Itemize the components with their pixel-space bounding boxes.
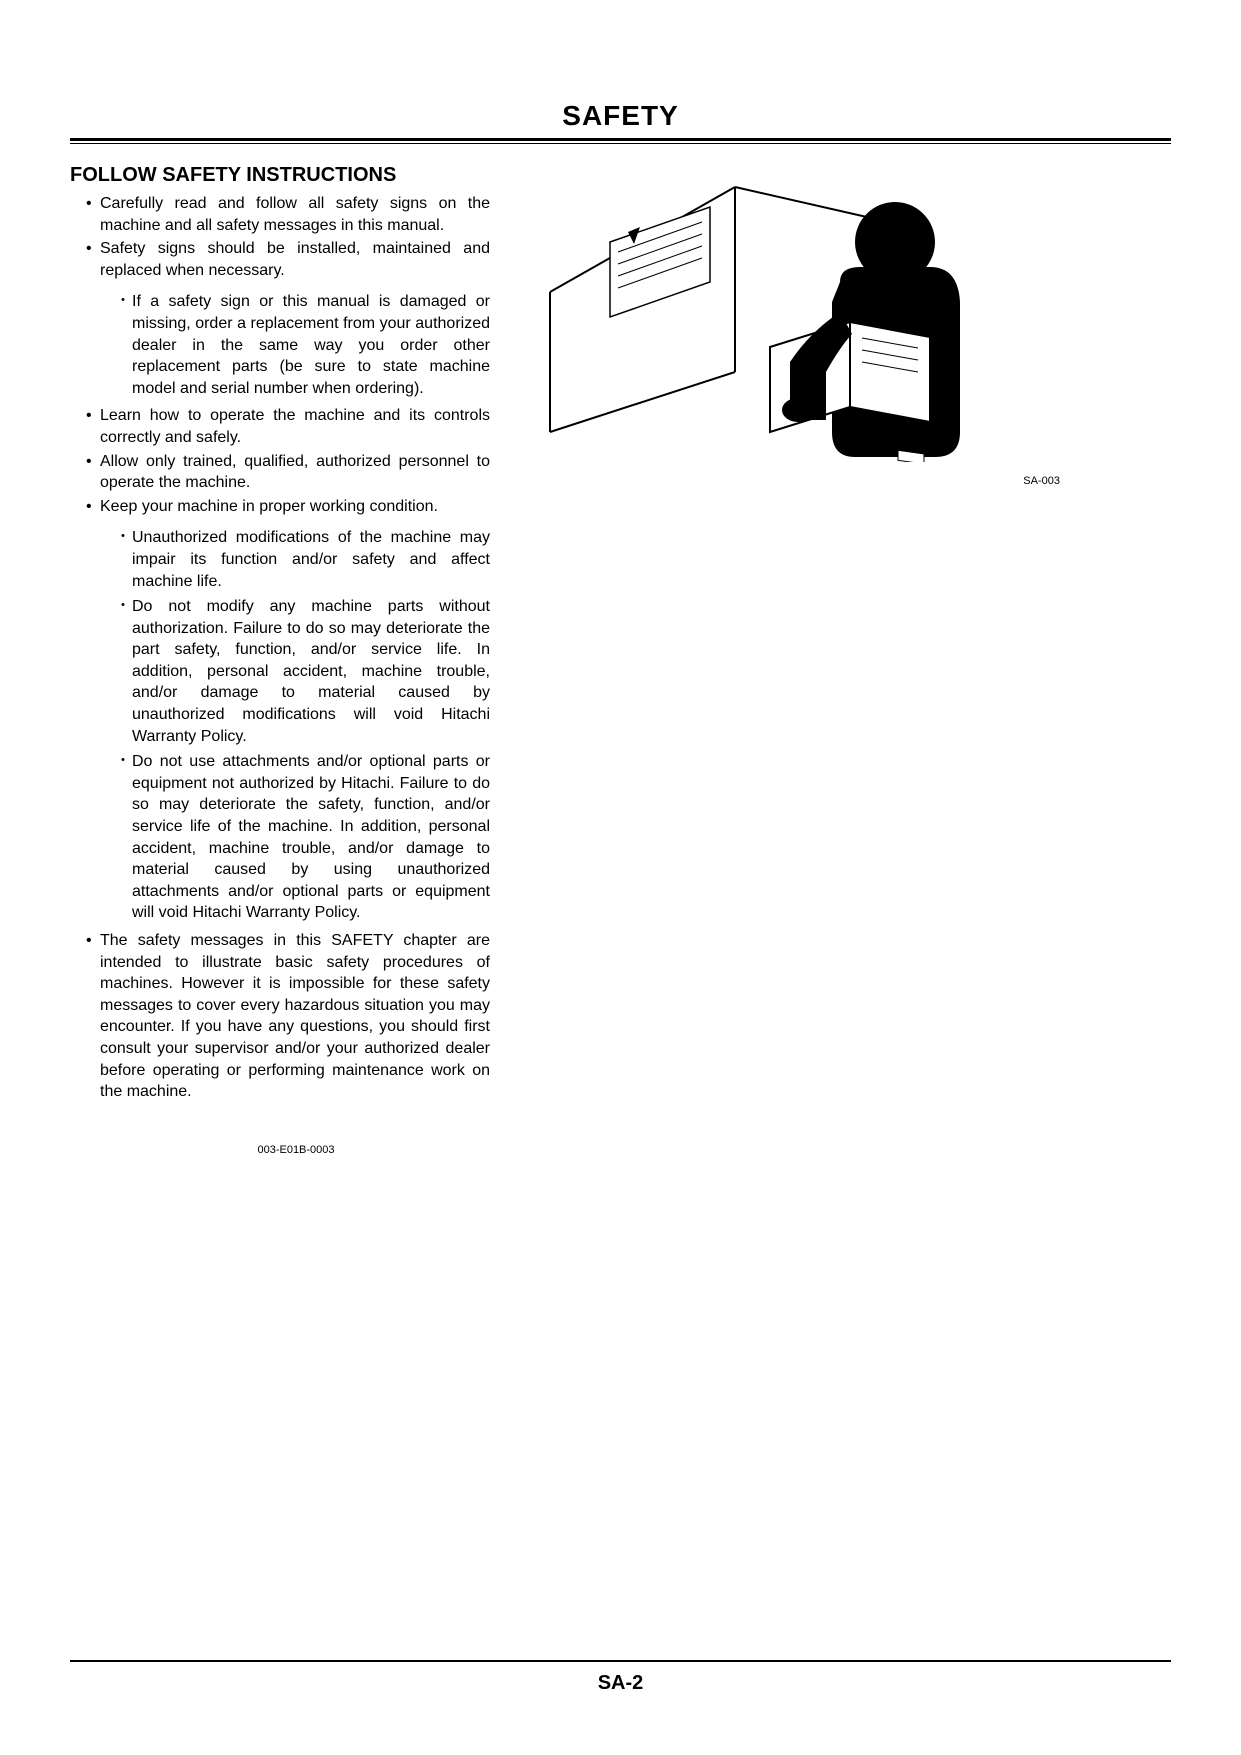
- header-rule-thin: [70, 143, 1171, 144]
- manual-reader-icon: [540, 172, 1020, 462]
- bullet-text: Keep your machine in proper working cond…: [100, 498, 438, 515]
- figure-column: SA-003: [510, 162, 1171, 1158]
- page-number: SA-2: [70, 1672, 1171, 1695]
- bullet-item: Learn how to operate the machine and its…: [86, 405, 490, 448]
- text-column: FOLLOW SAFETY INSTRUCTIONS Carefully rea…: [70, 162, 490, 1158]
- sub-bullet-list: If a safety sign or this manual is damag…: [100, 291, 490, 399]
- bullet-item: Safety signs should be installed, mainta…: [86, 238, 490, 399]
- sub-bullet-item: Unauthorized modifications of the machin…: [120, 527, 490, 592]
- figure-caption: SA-003: [1023, 475, 1060, 487]
- bullet-text: Safety signs should be installed, mainta…: [100, 240, 490, 279]
- bullet-list: Carefully read and follow all safety sig…: [70, 193, 490, 1103]
- header-rule-thick: [70, 138, 1171, 141]
- bullet-item: The safety messages in this SAFETY chapt…: [86, 930, 490, 1103]
- sub-bullet-item: Do not use attachments and/or optional p…: [120, 751, 490, 924]
- sub-bullet-list: Unauthorized modifications of the machin…: [100, 527, 490, 924]
- safety-figure: SA-003: [540, 172, 1020, 467]
- content-row: FOLLOW SAFETY INSTRUCTIONS Carefully rea…: [70, 162, 1171, 1158]
- section-title: FOLLOW SAFETY INSTRUCTIONS: [70, 162, 490, 189]
- page-title: SAFETY: [70, 100, 1171, 132]
- sub-bullet-item: If a safety sign or this manual is damag…: [120, 291, 490, 399]
- bullet-item: Carefully read and follow all safety sig…: [86, 193, 490, 236]
- bullet-item: Keep your machine in proper working cond…: [86, 496, 490, 924]
- footer-rule: [70, 1660, 1171, 1662]
- document-code: 003-E01B-0003: [86, 1143, 506, 1158]
- bullet-item: Allow only trained, qualified, authorize…: [86, 451, 490, 494]
- sub-bullet-item: Do not modify any machine parts without …: [120, 596, 490, 747]
- page: SAFETY FOLLOW SAFETY INSTRUCTIONS Carefu…: [0, 0, 1241, 1755]
- page-footer: SA-2: [70, 1660, 1171, 1695]
